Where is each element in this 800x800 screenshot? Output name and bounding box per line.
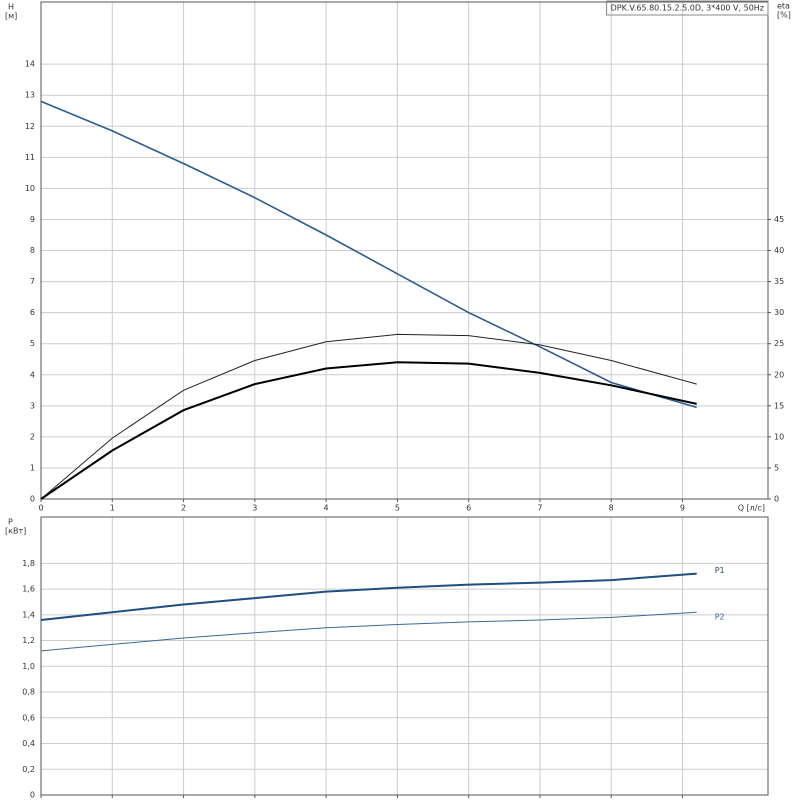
series-label: P1 [715,566,725,575]
y2-tick-label: 0 [774,495,779,504]
y2-tick-label: 5 [774,463,779,472]
y2-tick-label: 45 [774,215,784,224]
y-tick-label: 0 [30,791,35,800]
series-line [40,611,697,652]
x-tick-label: 7 [537,504,542,513]
x-tick-label: 6 [466,504,471,513]
y-tick-label: 0,8 [22,688,35,697]
y-tick-label: 1,8 [22,559,35,568]
y-tick-label: 7 [30,277,35,286]
plot-frame [40,1,769,500]
x-tick-label: 3 [252,504,257,513]
y-axis-unit: [кВт] [5,527,26,536]
y-tick-label: 10 [25,184,35,193]
y-axis-label: H [8,3,14,12]
y2-tick-label: 10 [774,432,784,441]
title-box [606,0,769,16]
y2-axis-label: eta [777,2,790,11]
y-tick-label: 4 [30,370,35,379]
y-tick-label: 11 [25,153,35,162]
y-axis-label: P [8,518,13,527]
x-tick-label: 0 [38,504,43,513]
series-line [40,572,697,621]
x-tick-label: 9 [680,504,685,513]
y2-tick-label: 15 [774,401,784,410]
y-tick-label: 1,6 [22,585,35,594]
y-tick-label: 0 [30,495,35,504]
y-tick-label: 13 [25,91,35,100]
plot-frame [40,516,769,796]
y2-tick-label: 30 [774,308,784,317]
y2-tick-label: 35 [774,277,784,286]
series-line [40,361,697,500]
y-tick-label: 0,2 [22,765,35,774]
y-tick-label: 9 [30,215,35,224]
chart-title: DPK.V.65.80.15.2.5.0D, 3*400 V, 50Hz [611,4,764,13]
y-tick-label: 1,2 [22,636,35,645]
y2-tick-label: 25 [774,339,784,348]
y-axis-unit: [м] [5,12,17,21]
series-line [40,333,697,500]
y-tick-label: 12 [25,122,35,131]
y2-tick-label: 20 [774,370,784,379]
series-label: P2 [715,613,725,622]
y-tick-label: 6 [30,308,35,317]
x-tick-label: 5 [395,504,400,513]
y2-axis-unit: [%] [777,11,791,20]
x-axis-label: Q [л/с] [738,504,765,513]
y-tick-label: 0,4 [22,739,35,748]
y-tick-label: 1,4 [22,610,35,619]
y-tick-label: 14 [25,60,35,69]
y-tick-label: 2 [30,432,35,441]
y-tick-label: 1,0 [22,662,35,671]
y-tick-label: 1 [30,463,35,472]
y-tick-label: 8 [30,246,35,255]
y-tick-label: 0,6 [22,713,35,722]
y-tick-label: 5 [30,339,35,348]
y2-tick-label: 40 [774,246,784,255]
x-tick-label: 1 [110,504,115,513]
x-tick-label: 4 [324,504,329,513]
y-tick-label: 3 [30,401,35,410]
series-line [40,100,697,409]
x-tick-label: 8 [609,504,614,513]
x-tick-label: 2 [181,504,186,513]
